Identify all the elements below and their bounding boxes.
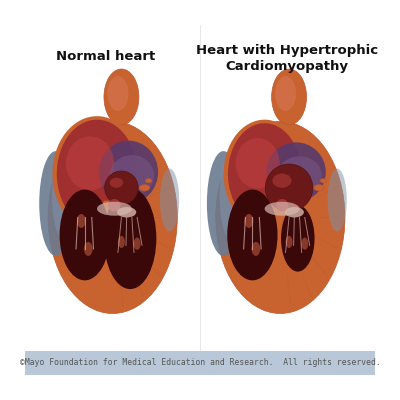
Ellipse shape — [207, 151, 240, 256]
Ellipse shape — [236, 138, 280, 189]
Ellipse shape — [48, 122, 177, 314]
Ellipse shape — [99, 141, 158, 204]
Ellipse shape — [314, 185, 324, 191]
Ellipse shape — [272, 69, 306, 125]
Ellipse shape — [52, 116, 142, 232]
Ellipse shape — [146, 179, 152, 183]
Ellipse shape — [266, 142, 326, 202]
Ellipse shape — [118, 236, 125, 248]
Ellipse shape — [110, 155, 154, 196]
Ellipse shape — [252, 242, 260, 256]
Circle shape — [108, 199, 121, 212]
Ellipse shape — [104, 188, 156, 289]
Ellipse shape — [117, 207, 136, 218]
Ellipse shape — [277, 156, 322, 195]
Ellipse shape — [281, 205, 314, 272]
Ellipse shape — [275, 76, 296, 111]
Ellipse shape — [244, 214, 253, 228]
Ellipse shape — [108, 76, 128, 111]
Ellipse shape — [265, 202, 300, 216]
FancyBboxPatch shape — [266, 201, 288, 294]
Ellipse shape — [160, 168, 179, 232]
FancyBboxPatch shape — [25, 351, 375, 375]
Ellipse shape — [134, 238, 141, 250]
Ellipse shape — [272, 174, 292, 188]
Circle shape — [105, 171, 138, 204]
FancyBboxPatch shape — [102, 201, 116, 294]
Ellipse shape — [328, 168, 347, 232]
Ellipse shape — [84, 242, 93, 256]
Ellipse shape — [110, 178, 123, 188]
Ellipse shape — [77, 214, 86, 228]
Ellipse shape — [220, 153, 244, 240]
Ellipse shape — [60, 190, 110, 280]
Ellipse shape — [57, 120, 137, 228]
Ellipse shape — [139, 185, 150, 191]
Ellipse shape — [97, 202, 132, 216]
Ellipse shape — [227, 190, 278, 280]
Ellipse shape — [216, 122, 345, 314]
Ellipse shape — [285, 207, 304, 218]
Ellipse shape — [320, 179, 326, 183]
Text: Normal heart: Normal heart — [56, 50, 155, 63]
Ellipse shape — [52, 153, 76, 240]
Circle shape — [276, 199, 288, 212]
Text: Heart with Hypertrophic
Cardiomyopathy: Heart with Hypertrophic Cardiomyopathy — [196, 44, 378, 73]
Ellipse shape — [228, 123, 301, 224]
Ellipse shape — [66, 136, 114, 190]
Circle shape — [265, 164, 313, 212]
Ellipse shape — [224, 120, 306, 228]
Ellipse shape — [301, 238, 308, 250]
Ellipse shape — [286, 236, 292, 248]
Ellipse shape — [104, 69, 139, 125]
Ellipse shape — [39, 151, 72, 256]
Text: ©Mayo Foundation for Medical Education and Research.  All rights reserved.: ©Mayo Foundation for Medical Education a… — [20, 358, 380, 367]
